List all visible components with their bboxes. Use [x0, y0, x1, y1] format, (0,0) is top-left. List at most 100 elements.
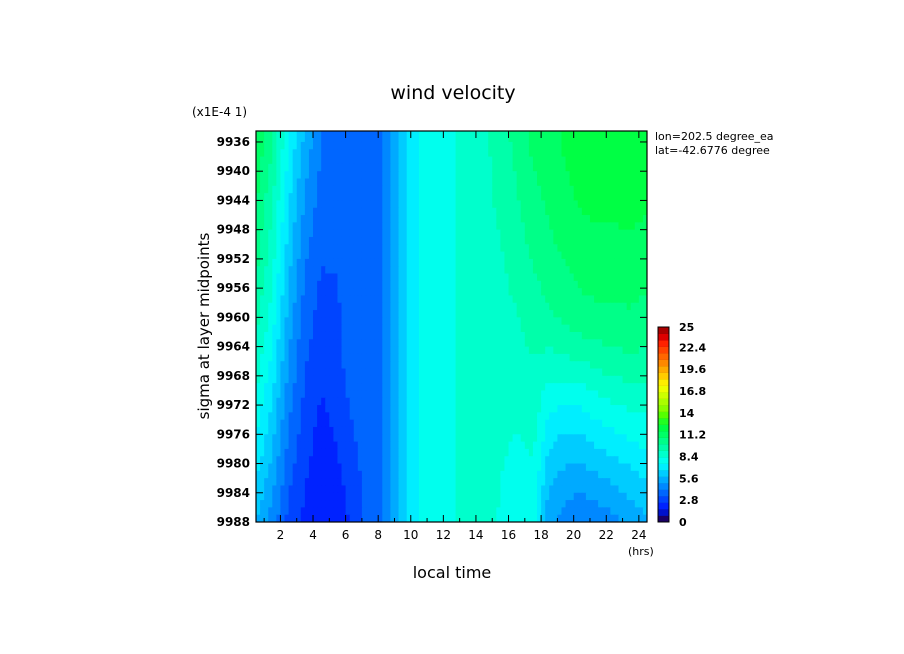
heatmap-cell [268, 141, 273, 150]
heatmap-cell [386, 478, 391, 487]
heatmap-cell [410, 448, 416, 457]
heatmap-cell [374, 251, 379, 260]
heatmap-cell [638, 463, 644, 472]
heatmap-cell [435, 193, 440, 202]
heatmap-cell [304, 361, 310, 370]
heatmap-cell [524, 266, 530, 275]
heatmap-cell [410, 200, 416, 209]
heatmap-cell [394, 222, 400, 231]
heatmap-cell [337, 470, 343, 479]
heatmap-cell [459, 273, 465, 282]
heatmap-cell [492, 397, 497, 406]
heatmap-cell [516, 266, 522, 275]
heatmap-cell [321, 207, 326, 216]
heatmap-cell [345, 339, 351, 348]
heatmap-cell [459, 302, 465, 311]
heatmap-cell [341, 134, 347, 143]
heatmap-cell [386, 280, 391, 289]
heatmap-cell [292, 280, 298, 289]
heatmap-cell [565, 280, 571, 289]
heatmap-cell [370, 141, 375, 150]
heatmap-cell [260, 478, 265, 487]
heatmap-cell [284, 222, 290, 231]
heatmap-cell [573, 185, 579, 194]
heatmap-cell [357, 397, 363, 406]
heatmap-cell [541, 346, 546, 355]
heatmap-cell [288, 331, 294, 340]
heatmap-cell [406, 156, 412, 165]
heatmap-cell [439, 288, 444, 297]
heatmap-cell [549, 331, 554, 340]
heatmap-cell [268, 339, 273, 348]
heatmap-cell [528, 185, 534, 194]
heatmap-cell [508, 141, 514, 150]
heatmap-cell [622, 207, 628, 216]
heatmap-cell [634, 412, 640, 421]
heatmap-cell [447, 156, 453, 165]
heatmap-cell [394, 131, 400, 136]
heatmap-cell [361, 193, 367, 202]
heatmap-cell [410, 353, 416, 362]
heatmap-cell [418, 375, 424, 384]
heatmap-cell [451, 141, 457, 150]
heatmap-cell [313, 463, 318, 472]
heatmap-cell [382, 295, 387, 304]
heatmap-cell [386, 178, 391, 187]
heatmap-cell [528, 383, 534, 392]
heatmap-cell [455, 441, 461, 450]
heatmap-cell [463, 339, 469, 348]
heatmap-cell [565, 251, 571, 260]
heatmap-cell [292, 185, 298, 194]
heatmap-cell [292, 310, 298, 318]
heatmap-cell [512, 331, 518, 340]
heatmap-cell [345, 215, 351, 223]
heatmap-cell [565, 339, 571, 348]
heatmap-cell [614, 244, 620, 253]
heatmap-cell [276, 412, 282, 421]
heatmap-cell [402, 207, 408, 216]
heatmap-cell [549, 280, 554, 289]
heatmap-cell [512, 375, 518, 384]
heatmap-cell [414, 222, 420, 231]
heatmap-cell [349, 383, 355, 392]
heatmap-cell [545, 346, 550, 355]
heatmap-cell [370, 178, 375, 187]
heatmap-cell [638, 397, 644, 406]
heatmap-cell [414, 280, 420, 289]
heatmap-cell [357, 456, 363, 465]
heatmap-cell [410, 280, 416, 289]
heatmap-cell [337, 171, 343, 180]
heatmap-cell [537, 131, 542, 136]
heatmap-cell [492, 383, 497, 392]
heatmap-cell [402, 456, 408, 465]
heatmap-cell [520, 163, 526, 172]
heatmap-cell [553, 131, 558, 136]
heatmap-cell [390, 258, 396, 267]
heatmap-cell [333, 317, 339, 326]
heatmap-cell [378, 331, 383, 340]
heatmap-cell [524, 200, 530, 209]
heatmap-cell [321, 426, 326, 435]
heatmap-cell [370, 368, 375, 377]
heatmap-cell [484, 412, 489, 421]
heatmap-cell [333, 470, 339, 479]
heatmap-cell [443, 368, 449, 377]
heatmap-cell [329, 171, 334, 180]
heatmap-cell [365, 470, 371, 479]
heatmap-cell [524, 178, 530, 187]
heatmap-cell [390, 207, 396, 216]
heatmap-cell [480, 390, 485, 399]
heatmap-cell [431, 288, 436, 297]
heatmap-cell [398, 200, 404, 209]
heatmap-cell [256, 390, 261, 399]
heatmap-cell [602, 456, 607, 465]
heatmap-cell [630, 339, 636, 348]
heatmap-cell [561, 310, 567, 318]
heatmap-cell [537, 229, 542, 238]
heatmap-cell [308, 171, 314, 180]
heatmap-cell [541, 131, 546, 136]
heatmap-cell [496, 163, 501, 172]
heatmap-cell [304, 317, 310, 326]
heatmap-cell [284, 310, 290, 318]
heatmap-cell [484, 215, 489, 223]
